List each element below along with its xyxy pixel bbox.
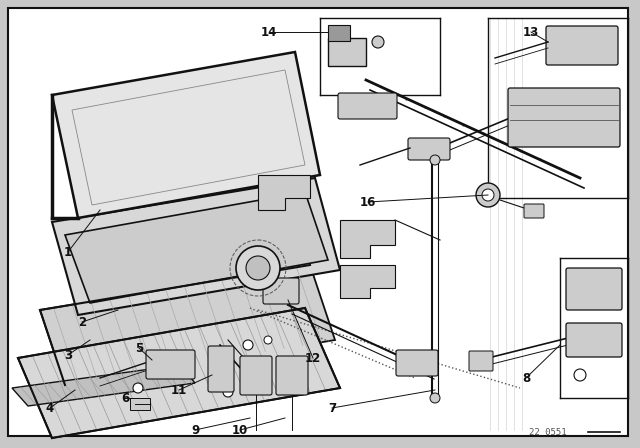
Text: 22 0551: 22 0551 <box>529 427 567 436</box>
Bar <box>328 25 350 41</box>
Polygon shape <box>65 192 328 303</box>
Text: 4: 4 <box>46 401 54 414</box>
Text: 13: 13 <box>523 26 539 39</box>
FancyBboxPatch shape <box>146 350 195 379</box>
Circle shape <box>236 246 280 290</box>
Circle shape <box>243 340 253 350</box>
FancyBboxPatch shape <box>546 26 618 65</box>
Text: 14: 14 <box>261 26 277 39</box>
Text: 9: 9 <box>191 423 199 436</box>
Circle shape <box>133 383 143 393</box>
FancyBboxPatch shape <box>566 268 622 310</box>
Text: 10: 10 <box>232 423 248 436</box>
Text: 7: 7 <box>328 401 336 414</box>
FancyBboxPatch shape <box>276 356 308 395</box>
FancyBboxPatch shape <box>263 278 299 304</box>
FancyBboxPatch shape <box>566 323 622 357</box>
Polygon shape <box>18 308 340 438</box>
Text: 11: 11 <box>171 383 187 396</box>
FancyBboxPatch shape <box>396 350 438 376</box>
Polygon shape <box>52 178 340 315</box>
Circle shape <box>372 36 384 48</box>
Bar <box>130 398 150 410</box>
FancyBboxPatch shape <box>240 356 272 395</box>
FancyBboxPatch shape <box>338 93 397 119</box>
FancyBboxPatch shape <box>408 138 450 160</box>
Circle shape <box>223 387 233 397</box>
Text: 5: 5 <box>135 341 143 354</box>
Bar <box>328 38 366 66</box>
Polygon shape <box>52 52 320 218</box>
FancyBboxPatch shape <box>524 204 544 218</box>
Text: 12: 12 <box>305 352 321 365</box>
Circle shape <box>430 393 440 403</box>
FancyBboxPatch shape <box>208 346 234 392</box>
Circle shape <box>264 336 272 344</box>
Text: 8: 8 <box>522 371 530 384</box>
Polygon shape <box>40 265 335 385</box>
Text: 2: 2 <box>78 315 86 328</box>
Polygon shape <box>340 265 395 298</box>
Text: 6: 6 <box>121 392 129 405</box>
Circle shape <box>482 189 494 201</box>
Text: 16: 16 <box>360 195 376 208</box>
Text: 1: 1 <box>64 246 72 258</box>
Polygon shape <box>12 365 195 406</box>
FancyBboxPatch shape <box>469 351 493 371</box>
Polygon shape <box>340 220 395 258</box>
Polygon shape <box>258 175 310 210</box>
Circle shape <box>430 155 440 165</box>
Circle shape <box>246 256 270 280</box>
FancyBboxPatch shape <box>508 88 620 147</box>
Circle shape <box>574 369 586 381</box>
Circle shape <box>476 183 500 207</box>
Text: 3: 3 <box>64 349 72 362</box>
